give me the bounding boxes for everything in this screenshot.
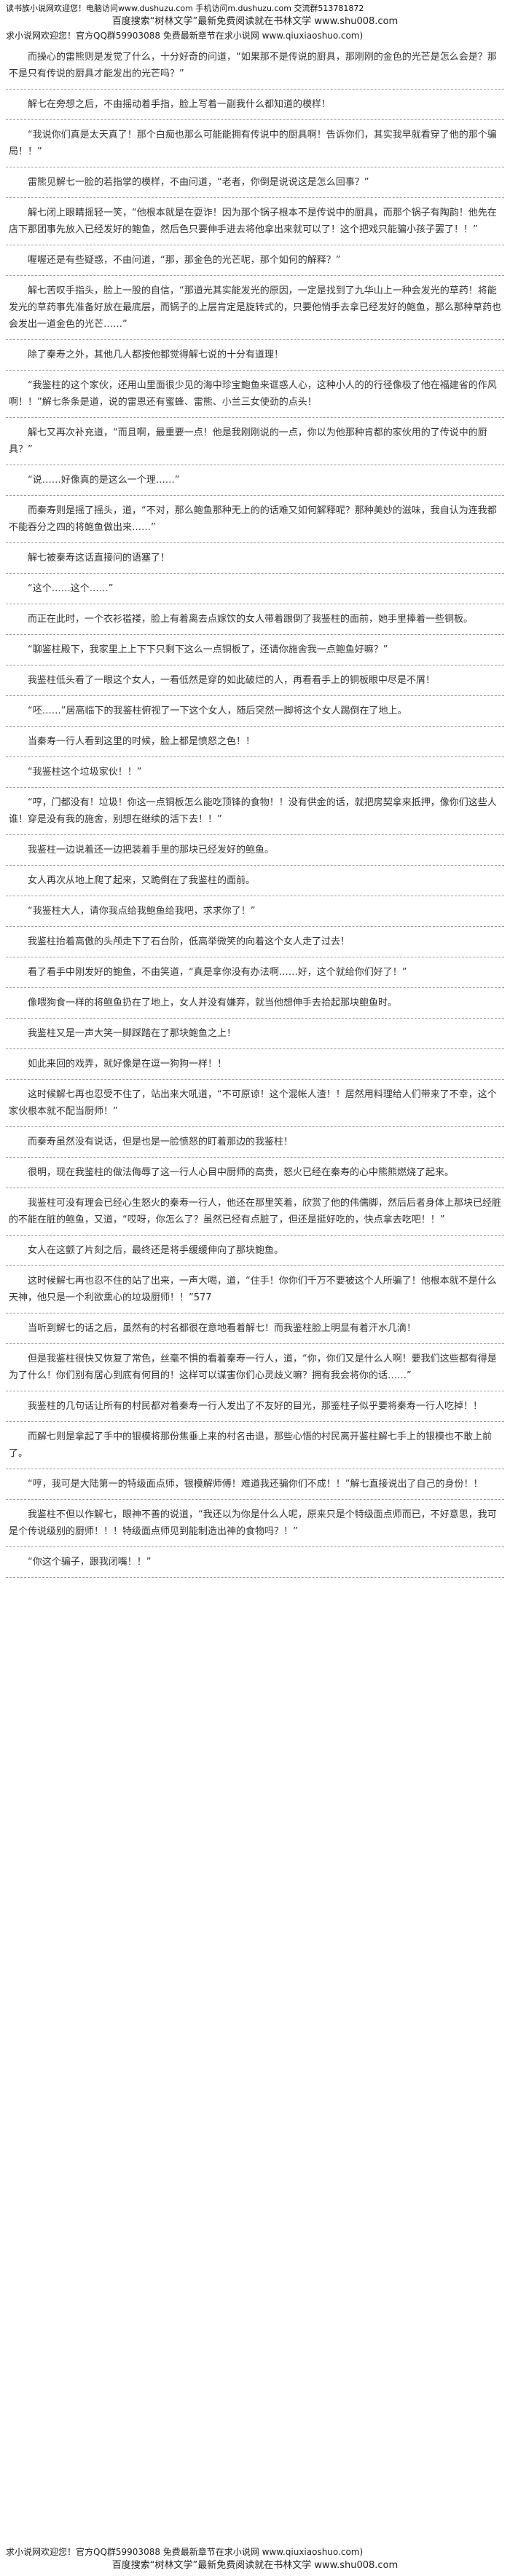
- paragraph: 我鉴柱低头看了一眼这个女人，一看低然是穿的如此破烂的人，再看看手上的铜板眼中尽是…: [6, 665, 504, 696]
- paragraph: 解七被秦寿这话直接问的语塞了！: [6, 543, 504, 574]
- paragraph: 我鉴柱又是一声大笑一脚踩踏在了那块鲍鱼之上！: [6, 1019, 504, 1049]
- footer: 求小说网欢迎您！官方QQ群59903088 免费最新章节在求小说网 www.qi…: [0, 2545, 510, 2573]
- paragraph: 当听到解七的话之后，虽然有的村名都很在意地看着解七！而我鉴柱脸上明显有着汗水几滴…: [6, 1313, 504, 1344]
- header: 读书族小说网欢迎您！电脑访问www.dushuzu.com 手机访问m.dush…: [0, 0, 510, 42]
- paragraph: 我鉴柱一边说着还一边把装着手里的那块已经发好的鲍鱼。: [6, 835, 504, 866]
- paragraph: 如此来回的戏弄，就好像是在逗一狗狗一样！！: [6, 1049, 504, 1080]
- search-notice: 百度搜索“树林文学”最新免费阅读就在书林文学 www.shu008.com: [111, 2560, 399, 2571]
- paragraph: 我鉴柱可没有理会已经心生怒火的秦寿一行人，他还在那里笑着，欣赏了他的伟儒脚，然后…: [6, 1188, 504, 1236]
- site-notice: 求小说网欢迎您！官方QQ群59903088 免费最新章节在求小说网 www.qi…: [6, 2547, 364, 2557]
- paragraph: 女人再次从地上爬了起来，又跪倒在了我鉴柱的面前。: [6, 866, 504, 896]
- paragraph: 我鉴柱不但以作解七，眼神不善的说道，“我还以为你是什么人呢，原来只是个特级面点师…: [6, 1500, 504, 1547]
- paragraph: 我鉴柱抬着高傲的头颅走下了石台阶，低高举微笑的向着这个女人走了过去！: [6, 927, 504, 957]
- site-notice: 求小说网欢迎您！官方QQ群59903088 免费最新章节在求小说网 www.qi…: [6, 31, 364, 41]
- paragraph: “我鉴柱的这个家伙，还用山里面很少见的海中珍宝鲍鱼来诓惑人心，这种小人的的行径像…: [6, 371, 504, 418]
- paragraph: 而秦寿则是摇了摇头，道，“不对，那么鲍鱼那种无上的的话难又如何解释呢？那种美妙的…: [6, 496, 504, 543]
- paragraph: “这个……这个……”: [6, 574, 504, 604]
- paragraph: “呸……”居高临下的我鉴柱俯视了一下这个女人，随后突然一脚将这个女人踢倒在了地上…: [6, 696, 504, 727]
- paragraph: 女人在这颤了片刻之后，最终还是将手缓缓伸向了那块鲍鱼。: [6, 1236, 504, 1266]
- paragraph: 而秦寿虽然没有说话，但是也是一脸愤怒的盯着那边的我鉴柱！: [6, 1127, 504, 1158]
- paragraph: 喔喔还是有些疑惑，不由问道，“那，那金色的光芒呢，那个如何的解释？”: [6, 245, 504, 276]
- paragraph: 很明，现在我鉴柱的做法侮辱了这一行人心目中厨师的高贵，怒火已经在秦寿的心中熊熊燃…: [6, 1158, 504, 1188]
- paragraph: 解七在旁想之后，不由摇动着手指，脸上写着一副我什么都知道的模样！: [6, 90, 504, 120]
- paragraph: “你这个骗子，跟我闭嘴！！”: [6, 1547, 504, 1578]
- paragraph: 当秦寿一行人看到这里的时候，脸上都是愤怒之色！！: [6, 727, 504, 757]
- chapter-text: 而操心的雷熊则是发觉了什么，十分好奇的问道，“如果那不是传说的厨具，那刚刚的金色…: [0, 42, 510, 1578]
- search-notice: 百度搜索“树林文学”最新免费阅读就在书林文学 www.shu008.com: [111, 16, 399, 27]
- paragraph: “聊鉴柱殿下，我家里上上下下只剩下这么一点铜板了，还请你施舍我一点鲍鱼好嘛？”: [6, 635, 504, 665]
- paragraph: “我鉴柱大人，请你我点给我鲍鱼给我吧，求求你了！”: [6, 896, 504, 927]
- paragraph: 而操心的雷熊则是发觉了什么，十分好奇的问道，“如果那不是传说的厨具，那刚刚的金色…: [6, 42, 504, 90]
- paragraph: 雷熊见解七一脸的若指掌的模样，不由问道，“老者，你倒是说说这是怎么回事？”: [6, 167, 504, 198]
- paragraph: 而正在此时，一个衣衫褴褛，脸上有着离去点嫁饮的女人带着跟倒了我鉴柱的面前，她手里…: [6, 604, 504, 635]
- paragraph: 像喂狗食一样的将鲍鱼扔在了地上，女人并没有嫌弃，就当他想伸手去拾起那块鲍鱼时。: [6, 988, 504, 1019]
- site-notice: 读书族小说网欢迎您！电脑访问www.dushuzu.com 手机访问m.dush…: [6, 4, 364, 13]
- paragraph: 但是我鉴柱很快又恢复了常色，丝毫不惧的看着秦寿一行人，道，“你，你们又是什么人啊…: [6, 1344, 504, 1391]
- paragraph: 解七闭上眼睛摇轻一笑，“他根本就是在耍诈！因为那个锅子根本不是传说中的厨具，而那…: [6, 198, 504, 245]
- paragraph: 这时候解七再也忍受不住了，站出来大吼道，“不可原谅！这个混帐人渣！！居然用料理给…: [6, 1080, 504, 1127]
- paragraph: 看了看手中刚发好的鲍鱼，不由笑道，“真是拿你没有办法啊……好，这个就给你们好了！…: [6, 957, 504, 988]
- paragraph: “哼，我可是大陆第一的特级面点师，银模解师傅！难道我还骗你们不成！！”解七直接说…: [6, 1469, 504, 1500]
- paragraph: 我鉴柱的几句话让所有的村民都对着秦寿一行人发出了不友好的目光，那鉴柱子似乎要将秦…: [6, 1391, 504, 1422]
- paragraph: 除了秦寿之外，其他几人都按他都觉得解七说的十分有道理！: [6, 340, 504, 371]
- paragraph: “我鉴柱这个垃圾家伙！！”: [6, 757, 504, 788]
- paragraph: “说……好像真的是这么一个理……”: [6, 465, 504, 496]
- paragraph: “我说你们真是太天真了！那个白痴也那么可能能拥有传说中的厨具啊！告诉你们，其实我…: [6, 120, 504, 167]
- paragraph: “哼，门都没有！垃圾！你这一点铜板怎么能吃顶锋的食物！！没有供金的话，就把房契拿…: [6, 788, 504, 835]
- paragraph: 而解七则是拿起了手中的银模将那份焦垂上来的村名击退，那些心悟的村民离开鉴柱解七手…: [6, 1422, 504, 1469]
- paragraph: 解七苦叹手指头，脸上一股的自信，“那道光其实能发光的原因，一定是找到了九华山上一…: [6, 276, 504, 340]
- paragraph: 解七又再次补充道，“而且啊，最重要一点！他是我刚刚说的一点，你以为他那种肯都的家…: [6, 418, 504, 465]
- paragraph: 这时候解七再也忍不住的站了出来，一声大喝，道，“住手！你你们千万不要被这个人所骗…: [6, 1266, 504, 1313]
